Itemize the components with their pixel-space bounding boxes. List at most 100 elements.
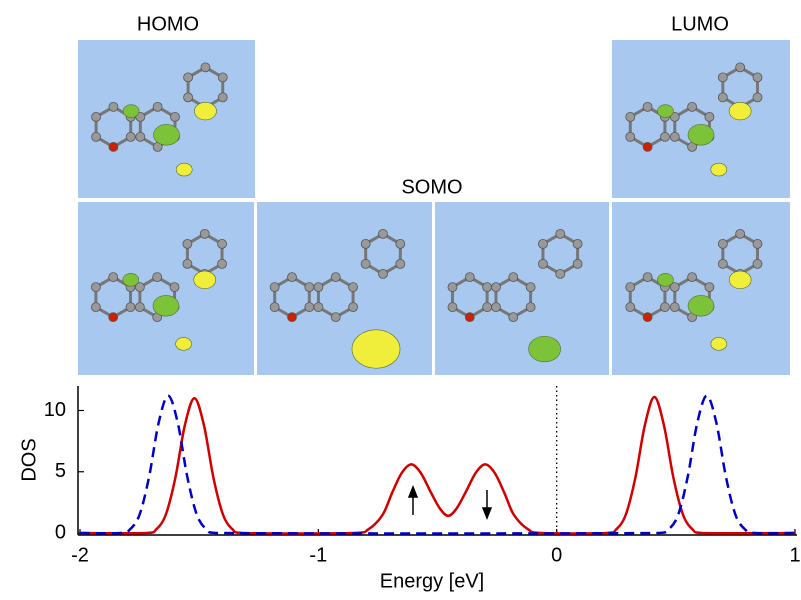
orbital-lobe: [176, 163, 192, 176]
atom: [109, 273, 118, 282]
atom: [218, 259, 227, 268]
y-tick-label: 5: [55, 460, 66, 482]
atom: [753, 239, 762, 248]
atom: [626, 132, 635, 141]
orbital-lobe: [153, 295, 179, 316]
atom: [643, 313, 652, 322]
orbital-lobe: [688, 124, 714, 145]
atom: [736, 63, 745, 72]
atom: [626, 112, 635, 121]
atom: [556, 229, 565, 238]
atom: [718, 93, 727, 102]
atom: [556, 269, 565, 278]
atom: [705, 112, 714, 121]
x-tick-label: 0: [551, 544, 562, 566]
atom: [526, 303, 535, 312]
dos-curve: [80, 397, 795, 533]
atom: [184, 93, 193, 102]
atom: [218, 93, 227, 102]
atom: [538, 239, 547, 248]
atom: [200, 229, 209, 238]
atom: [349, 283, 358, 292]
orbital-lobe: [711, 337, 727, 350]
orbital-lobe: [657, 105, 673, 118]
atom: [753, 73, 762, 82]
orbital-panels: [78, 40, 790, 375]
atom: [305, 303, 314, 312]
orbital-lobe: [194, 271, 216, 289]
atom: [288, 273, 297, 282]
atom: [126, 132, 135, 141]
atom: [218, 73, 227, 82]
atom: [526, 283, 535, 292]
atom: [183, 239, 192, 248]
panel: [435, 202, 609, 375]
atom: [718, 239, 727, 248]
atom: [688, 102, 697, 111]
atom: [126, 303, 135, 312]
atom: [331, 313, 340, 322]
atom: [448, 303, 457, 312]
atom: [491, 303, 500, 312]
panel: [257, 202, 432, 375]
spin-arrows: [409, 487, 491, 518]
orbital-lobe: [123, 105, 139, 118]
atom: [396, 259, 405, 268]
atom: [314, 283, 323, 292]
atom: [573, 259, 582, 268]
atom: [705, 283, 714, 292]
atom: [736, 229, 745, 238]
atom: [92, 112, 101, 121]
atom: [670, 132, 679, 141]
x-tick-label: 1: [789, 544, 800, 566]
atom: [91, 303, 100, 312]
atom: [153, 102, 162, 111]
orbital-lobe: [352, 330, 400, 368]
atom: [379, 229, 388, 238]
orbital-lobe: [711, 163, 727, 176]
atom: [270, 283, 279, 292]
atom: [109, 102, 118, 111]
atom: [465, 313, 474, 322]
atom: [491, 283, 500, 292]
orbital-lobe: [657, 273, 673, 286]
atom: [718, 73, 727, 82]
atom: [643, 142, 652, 151]
atom: [626, 303, 635, 312]
orbital-lobe: [729, 271, 751, 289]
atom: [670, 303, 679, 312]
atom: [753, 93, 762, 102]
panel-label: LUMO: [671, 13, 729, 35]
x-tick-label: -1: [309, 544, 327, 566]
atom: [538, 259, 547, 268]
panel: [612, 40, 790, 198]
orbital-lobe: [154, 124, 180, 145]
panel-label: HOMO: [137, 13, 199, 35]
atom: [573, 239, 582, 248]
orbital-lobe: [176, 337, 192, 350]
orbital-lobe: [529, 336, 561, 362]
y-axis-label: DOS: [18, 438, 40, 481]
atom: [92, 132, 101, 141]
arrow-head: [409, 487, 417, 497]
panel: [78, 40, 255, 198]
atom: [753, 259, 762, 268]
orbital-lobe: [729, 102, 751, 120]
atom: [448, 283, 457, 292]
arrow-head: [483, 508, 491, 518]
atom: [379, 269, 388, 278]
atom: [660, 303, 669, 312]
atom: [183, 259, 192, 268]
atom: [170, 283, 179, 292]
atom: [201, 63, 210, 72]
atom: [660, 132, 669, 141]
atom: [314, 303, 323, 312]
atom: [135, 303, 144, 312]
atom: [509, 313, 518, 322]
atom: [349, 303, 358, 312]
x-tick-label: -2: [71, 544, 89, 566]
atom: [688, 273, 697, 282]
y-tick-label: 0: [55, 521, 66, 543]
atom: [396, 239, 405, 248]
atom: [643, 273, 652, 282]
